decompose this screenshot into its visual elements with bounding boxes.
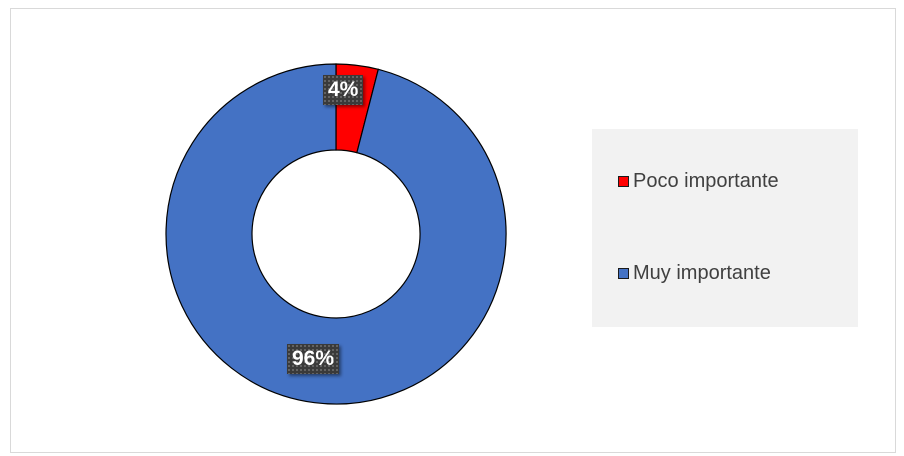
legend-item-poco-importante: Poco importante <box>618 170 779 193</box>
legend-swatch-poco-importante <box>618 176 629 187</box>
legend-item-muy-importante: Muy importante <box>618 262 771 285</box>
data-label-muy-importante: 96% <box>287 344 340 374</box>
legend-swatch-muy-importante <box>618 268 629 279</box>
legend-label-muy-importante: Muy importante <box>633 262 771 284</box>
data-label-poco-importante: 4% <box>323 75 364 105</box>
legend-label-poco-importante: Poco importante <box>633 170 779 192</box>
legend: Poco importante Muy importante <box>592 129 858 327</box>
slice-muy-importante <box>165 63 507 405</box>
